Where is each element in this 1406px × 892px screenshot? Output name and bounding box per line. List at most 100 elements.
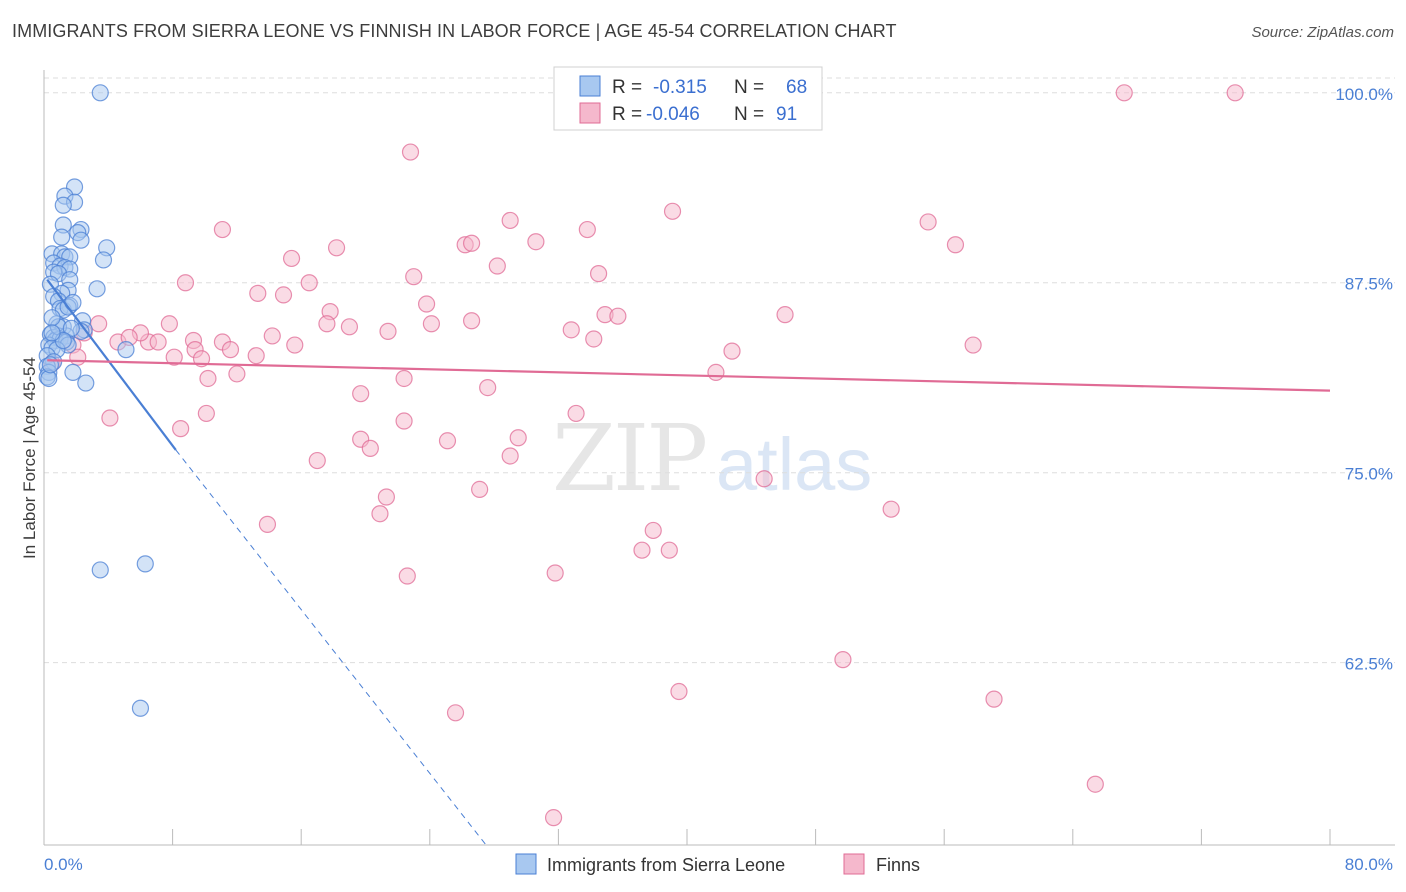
finns-point [471, 480, 489, 499]
sierra-leone-point [41, 356, 60, 374]
finns-trend-line [47, 359, 1331, 392]
finns-point [422, 315, 441, 333]
finns-point [834, 651, 852, 669]
sierra-leone-point [77, 374, 95, 392]
sierra-leone-point [64, 363, 82, 382]
sierra-leone-point [136, 555, 154, 573]
finns-point [509, 429, 527, 447]
finns-point [221, 341, 240, 359]
finns-point [670, 682, 688, 701]
trend-lines [46, 279, 1331, 846]
sierra-leone-point [88, 280, 106, 298]
finns-point [1115, 84, 1133, 102]
finns-point [247, 347, 265, 365]
tick-labels: 62.5% 75.0% 87.5% 100.0% 0.0% 80.0% [44, 85, 1393, 874]
sierra-leone-trend-extension [175, 449, 487, 846]
chart-title: IMMIGRANTS FROM SIERRA LEONE VS FINNISH … [12, 21, 897, 41]
sierra-leone-point [91, 561, 109, 579]
finns-points [43, 84, 1244, 827]
finns-point [172, 420, 190, 438]
sierra-leone-point [94, 251, 113, 269]
watermark-atlas: atlas [716, 423, 872, 506]
bottom-legend-swatch-pink [843, 853, 865, 875]
finns-point [663, 202, 682, 220]
bottom-legend: Immigrants from Sierra Leone Finns [515, 853, 920, 875]
finns-point [197, 404, 215, 423]
finns-point [660, 541, 678, 559]
finns-point [567, 404, 585, 423]
finns-point [544, 809, 563, 827]
finns-point [274, 286, 293, 304]
finns-point [398, 567, 416, 585]
watermark-zip: ZIP [552, 405, 705, 512]
sierra-leone-point [43, 324, 61, 342]
finns-point [707, 363, 725, 382]
sierra-leone-points [38, 84, 154, 717]
legend-r-value-1: -0.315 [653, 77, 707, 98]
finns-point [282, 249, 301, 268]
finns-point [755, 470, 773, 488]
y-tick-label: 100.0% [1335, 85, 1393, 104]
finns-point [479, 378, 497, 397]
axes [43, 70, 1395, 846]
finns-point [609, 307, 627, 325]
finns-point [377, 488, 395, 506]
finns-point [401, 143, 420, 161]
finns-point [919, 213, 937, 231]
finns-point [644, 521, 662, 540]
finns-point [228, 365, 246, 383]
finns-point [985, 690, 1003, 708]
finns-point [176, 274, 195, 292]
finns-point [327, 239, 346, 257]
finns-point [501, 211, 519, 230]
legend-n-value-2: 91 [776, 104, 797, 125]
finns-point [438, 432, 457, 450]
finns-point [1086, 775, 1104, 793]
finns-point [395, 369, 413, 388]
finns-point [562, 321, 580, 339]
finns-point [361, 439, 379, 457]
finns-point [286, 336, 304, 354]
finns-point [258, 515, 277, 533]
finns-point [300, 274, 318, 292]
sierra-leone-trend-line [46, 279, 177, 451]
finns-point [263, 327, 281, 345]
finns-point [308, 451, 326, 470]
watermark: ZIP atlas [552, 405, 872, 512]
finns-point [165, 348, 183, 366]
finns-point [946, 236, 965, 254]
finns-point [462, 234, 481, 252]
y-tick-label: 87.5% [1345, 275, 1393, 294]
finns-point [249, 284, 267, 302]
finns-point [462, 312, 481, 330]
sierra-leone-point [117, 341, 135, 359]
y-tick-label: 75.0% [1345, 465, 1393, 484]
finns-point [1226, 84, 1244, 102]
finns-point [964, 336, 982, 354]
legend-swatch-blue [579, 75, 601, 97]
legend-box: R = -0.315 N = 68 R = -0.046 N = 91 [553, 66, 823, 131]
sierra-leone-point [91, 84, 109, 102]
finns-point [149, 333, 167, 351]
sierra-leone-point [54, 196, 72, 214]
legend-r-label-1: R = [612, 77, 642, 98]
finns-point [446, 704, 465, 722]
legend-swatch-pink [579, 102, 601, 124]
sierra-leone-point [131, 699, 150, 717]
finns-point [882, 500, 900, 518]
finns-point [90, 315, 108, 333]
legend-r-label-2: R = [612, 104, 642, 125]
x-tick-label-min: 0.0% [44, 855, 83, 874]
finns-point [379, 322, 397, 340]
finns-point [160, 315, 178, 333]
finns-point [585, 330, 603, 348]
finns-point [723, 342, 741, 360]
bottom-legend-swatch-blue [515, 853, 537, 875]
x-tick-label-max: 80.0% [1345, 855, 1393, 874]
finns-point [213, 220, 232, 239]
finns-point [318, 315, 336, 333]
legend-r-value-2: -0.046 [646, 104, 700, 125]
legend-n-value-1: 68 [786, 77, 807, 98]
finns-point [352, 385, 370, 403]
